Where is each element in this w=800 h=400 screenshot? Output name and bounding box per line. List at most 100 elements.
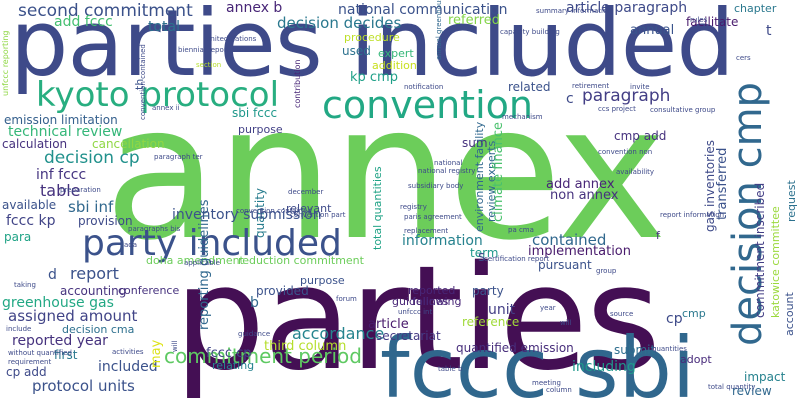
- word-cmp: cmp: [682, 307, 706, 320]
- word-environment-facility: environment facility: [473, 121, 486, 232]
- word-annex-b: annex b: [226, 0, 283, 16]
- word-convention-part: unfccc int: [398, 308, 433, 316]
- word-add-fccc: add fccc: [54, 14, 113, 30]
- word-inf-fccc: inf fccc: [36, 167, 87, 183]
- word-related: related: [508, 80, 551, 94]
- word-total-quantities: total quantities: [371, 166, 384, 250]
- word-inventory-submission: unfccc reporting: [1, 30, 10, 97]
- word-provide: relevant: [286, 202, 332, 215]
- word-quantities: activities: [112, 348, 144, 356]
- word-para: para: [4, 230, 32, 244]
- word-decision-cp: decision cp: [44, 148, 140, 168]
- word-meeting: ada: [124, 241, 138, 249]
- word-table-b: requirement: [8, 358, 52, 366]
- word-kyoto-protocol: kyoto protocol: [36, 75, 280, 115]
- word-december: group: [596, 267, 617, 275]
- word-annual-greenhouse: rules: [690, 16, 708, 24]
- word-emission-limitation: emission limitation: [4, 113, 118, 127]
- word-global-environment: meeting: [532, 379, 562, 387]
- word-unfccc-int: year: [540, 304, 556, 312]
- word-conference: conference: [118, 284, 180, 297]
- word-availability: paris agreement: [404, 213, 462, 221]
- word-third-column: third column: [264, 339, 347, 354]
- word-decision-decides: decision decides: [277, 14, 402, 32]
- word-forum: will: [560, 319, 572, 327]
- word-review: review: [732, 384, 772, 398]
- word-account: term: [470, 246, 499, 260]
- word-paragraph: paragraph: [582, 86, 671, 106]
- word-t: d: [48, 267, 57, 283]
- word-fccc-kp: fccc kp: [6, 213, 56, 229]
- word-contained: contained: [532, 231, 607, 249]
- word-referred: referred: [448, 13, 501, 28]
- word-add-annex: add annex: [546, 177, 615, 192]
- word-expert: expert: [378, 47, 414, 60]
- word-national: replacement: [404, 227, 449, 235]
- word-section: summary information: [536, 7, 612, 15]
- word-relating: relating: [212, 359, 255, 372]
- word-commitment-inscribed: katowice committee: [769, 206, 782, 318]
- word-national-registry: pa cma: [508, 226, 534, 234]
- word-purpose: may: [149, 339, 164, 368]
- word-provided: provided: [256, 284, 309, 298]
- word-total-quantity: include: [6, 325, 32, 333]
- word-second-commitment: second commitment: [18, 1, 193, 21]
- word-katowice-committee: request: [785, 180, 798, 222]
- word-without-quantified: convention contained: [139, 44, 147, 120]
- word-technical-review: technical review: [8, 124, 123, 140]
- word-cp: inventory submission: [172, 207, 322, 223]
- word-first: first: [54, 348, 78, 362]
- word-consultative-group: annex ii: [152, 104, 180, 112]
- word-registry: paragraphs bis: [128, 225, 181, 233]
- word-group: guidance: [238, 330, 271, 338]
- word-following: following: [412, 295, 462, 308]
- word-will: total quantity: [708, 383, 756, 391]
- word-submission: biennial report: [178, 46, 230, 54]
- word-report-information: forum: [336, 295, 357, 303]
- word-information: information: [402, 233, 483, 249]
- word-part: purpose: [238, 123, 283, 136]
- word-accordance: accordance: [292, 324, 385, 343]
- word-taking: convention contained: [236, 207, 312, 215]
- word-reported-year: reported year: [12, 333, 108, 349]
- word-table: table: [40, 181, 81, 200]
- word-c: t: [766, 23, 772, 39]
- word-rules: paragraph ter: [154, 153, 203, 161]
- word-paris-agreement: certification report: [484, 255, 550, 263]
- word-fccc-sbi: fccc sbi: [380, 319, 696, 400]
- word-including: including: [572, 359, 636, 375]
- word-d: s: [478, 249, 486, 265]
- word-annex: annex: [104, 64, 667, 281]
- word-invite: mechanism: [502, 113, 543, 121]
- word-commitment-period: commitment period: [164, 344, 362, 368]
- word-article: article: [368, 317, 409, 332]
- word-notification: invite: [630, 83, 650, 91]
- word-submit: submit: [614, 343, 656, 357]
- word-article-paragraph: article paragraph: [566, 0, 688, 16]
- word-cers: national: [434, 159, 463, 167]
- word-fccc-cp: fccc cp: [206, 346, 252, 361]
- word-summary-information: consultative group: [650, 106, 716, 114]
- word-subsidiary-body: registry: [400, 203, 427, 211]
- word-year: quantities: [652, 345, 687, 353]
- word-guidelines: guidelines: [392, 295, 449, 308]
- word-procedure: procedure: [344, 31, 400, 44]
- word-unfccc-reporting: contribution: [293, 59, 302, 108]
- word-ada: without quantified: [8, 349, 72, 357]
- word-source: table b: [438, 365, 463, 373]
- word-secretariat: secretariat: [376, 329, 441, 343]
- word-addition: addition: [372, 59, 417, 72]
- word-b: cp: [666, 311, 683, 327]
- word-column: taking: [14, 281, 36, 289]
- word-doha-amendment: doha amendment: [146, 254, 244, 267]
- word-request: account: [783, 292, 796, 336]
- word-climate-finance: climate finance: [491, 121, 506, 222]
- word-pa-cma: report information: [660, 211, 725, 219]
- word-capacity-building: ccs project: [598, 105, 636, 113]
- word-report: report: [70, 264, 119, 283]
- word-sum: sum: [462, 136, 488, 150]
- word-certification-report: will: [171, 340, 179, 352]
- word-replacement: convention part: [290, 211, 346, 219]
- word-preparation: december: [288, 188, 324, 196]
